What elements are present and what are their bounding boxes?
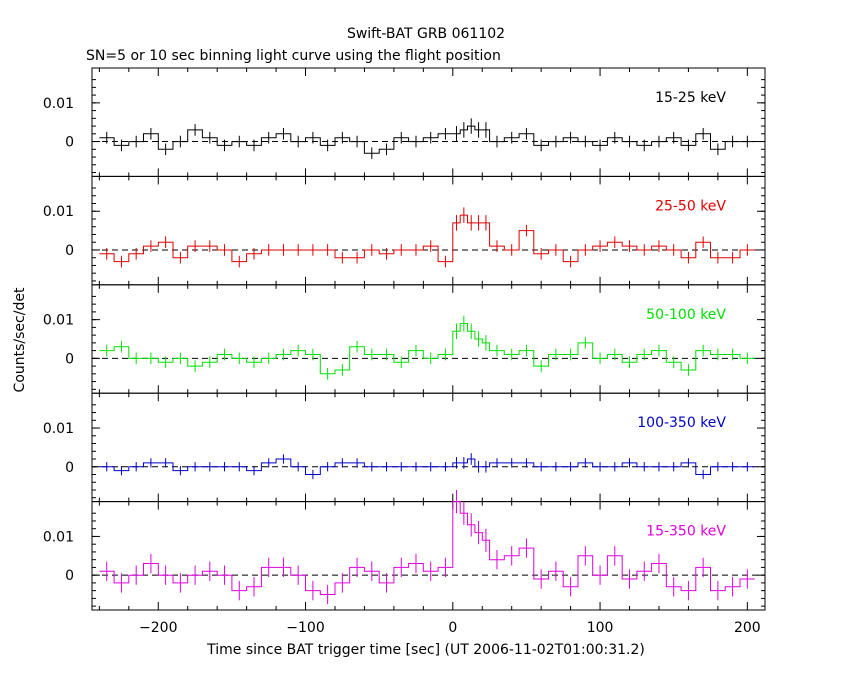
x-tick-label: −100	[286, 620, 324, 636]
panel-frame	[91, 284, 766, 394]
panel-frame	[91, 67, 766, 177]
panel-25-50-kev: 0 0.01 25-50 keV	[43, 175, 766, 286]
y-tick-label: 0.01	[43, 313, 74, 329]
y-tick-label: 0	[65, 568, 74, 584]
x-axis-label: Time since BAT trigger time [sec] (UT 20…	[206, 642, 645, 658]
panel-50-100-kev: 0 0.01 50-100 keV	[43, 284, 766, 394]
y-tick-label: 0	[65, 135, 74, 151]
panel-15-25-kev: 0 0.01 15-25 keV	[43, 67, 766, 177]
panel-frame	[91, 501, 766, 611]
y-tick-label: 0	[65, 460, 74, 476]
light-curve-step	[99, 458, 755, 475]
y-tick-label: 0	[65, 243, 74, 259]
energy-band-label: 15-350 keV	[646, 524, 726, 540]
energy-band-label: 25-50 keV	[655, 198, 726, 214]
y-tick-label: 0	[65, 351, 74, 367]
panels-group: 0 0.01 15-25 keV 0 0.01 25-50 keV 0 0.01 50-100 …	[43, 67, 766, 636]
energy-band-label: 100-350 keV	[637, 415, 726, 431]
x-tick-label: 200	[734, 620, 761, 636]
panel-frame	[91, 175, 766, 286]
y-tick-label: 0.01	[43, 421, 74, 437]
panel-100-350-kev: 0 0.01 100-350 keV	[43, 392, 766, 503]
y-tick-label: 0.01	[43, 96, 74, 112]
x-tick-label: −200	[139, 620, 177, 636]
light-curve-step	[99, 125, 755, 154]
x-tick-label: 0	[448, 620, 457, 636]
light-curve-step	[99, 214, 755, 263]
light-curve-step	[99, 323, 755, 375]
panel-15-350-kev: 0 0.01 15-350 keV −200 −100 0 100 200	[43, 489, 766, 636]
chart-subtitle: SN=5 or 10 sec binning light curve using…	[86, 48, 501, 64]
energy-band-label: 50-100 keV	[646, 307, 726, 323]
y-tick-label: 0.01	[43, 529, 74, 545]
energy-band-label: 15-25 keV	[655, 90, 726, 106]
chart-title: Swift-BAT GRB 061102	[347, 26, 505, 42]
light-curve-step	[99, 501, 755, 595]
y-axis-label: Counts/sec/det	[12, 287, 28, 392]
y-tick-label: 0.01	[43, 204, 74, 220]
x-tick-label: 100	[587, 620, 614, 636]
panel-frame	[91, 392, 766, 503]
